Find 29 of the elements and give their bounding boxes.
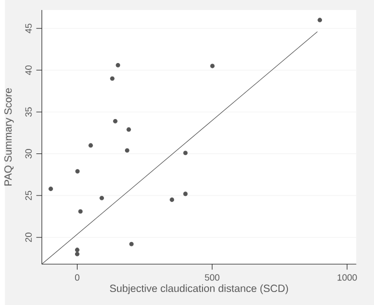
y-tick-label: 45: [25, 24, 32, 34]
point: [78, 209, 83, 214]
point: [48, 186, 53, 192]
point: [100, 196, 104, 200]
y-tick-label: 35: [25, 107, 32, 117]
point: [210, 64, 215, 68]
point: [110, 76, 115, 81]
y-tick-label: 30: [25, 148, 32, 158]
point: [75, 169, 80, 174]
point: [124, 148, 130, 153]
point: [75, 248, 80, 252]
point: [129, 242, 134, 246]
x-tick-label: 1000: [338, 274, 357, 281]
point: [318, 18, 322, 22]
x-tick-label: 0: [75, 274, 80, 281]
point: [113, 118, 118, 124]
point: [88, 143, 93, 148]
y-tick-label: 40: [25, 65, 32, 75]
x-axis-title: Subjective claudication distance (SCD): [110, 284, 288, 294]
point: [126, 127, 131, 132]
point: [183, 150, 188, 156]
point: [183, 192, 188, 196]
y-axis-title: PAQ Summary Score: [4, 88, 14, 186]
point: [116, 62, 120, 68]
point: [170, 197, 174, 202]
x-tick-label: 500: [204, 274, 220, 281]
y-tick-label: 20: [25, 232, 32, 242]
point: [75, 252, 80, 256]
y-tick-label: 25: [25, 190, 32, 200]
